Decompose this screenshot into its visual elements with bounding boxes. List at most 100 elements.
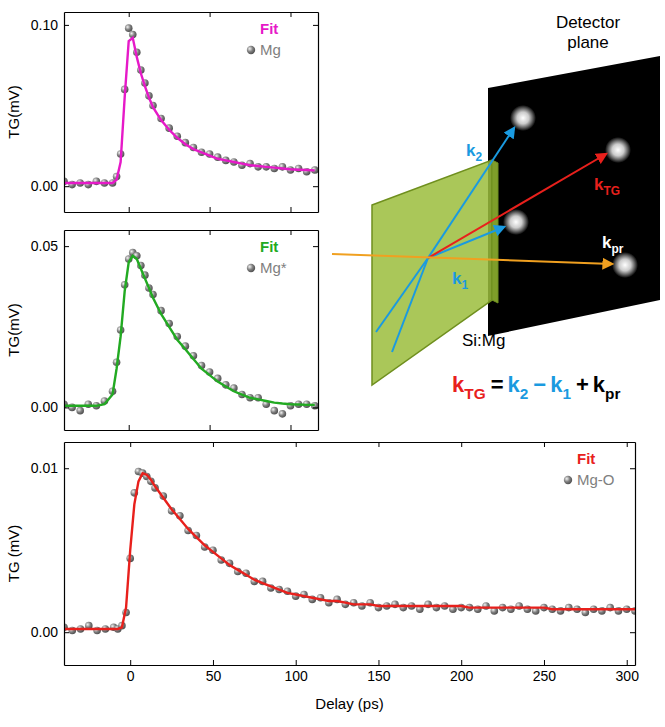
tick [296,442,297,447]
tick-mark [210,207,211,212]
sample-label: Si:Mg [462,331,505,350]
tick: 250 [533,660,557,684]
points [64,468,635,635]
detector-spot [605,137,631,163]
y-axis-right [313,231,319,431]
tick-mark [129,12,130,17]
points [64,249,318,418]
tick-mark [461,442,462,447]
tick [210,207,211,212]
x-axis [65,425,319,431]
axis-line [64,443,65,666]
legend-label: Fit [260,238,278,255]
tick-mark [290,230,291,235]
tick-mark [130,442,131,447]
detector-spot [510,105,536,131]
data-point [125,24,133,32]
tick [313,407,318,408]
tick: 0.10 [31,17,69,33]
legend-marker [247,46,255,54]
tick: 0.01 [31,460,69,476]
tick [313,25,318,26]
beam [392,258,428,352]
tick-label: 0.00 [31,399,58,415]
tick-mark [129,230,130,235]
fit-line [64,473,635,629]
label-sub: 2 [475,150,482,164]
fit-line [64,38,315,183]
y-axis-title: TG (mV) [5,525,22,583]
tick [627,442,628,447]
y-axis: 0.000.01 [31,443,69,666]
axis-line [65,212,319,213]
equation-sub: 2 [520,385,529,402]
tick [129,230,130,235]
detector-plane [488,56,660,336]
data-point [279,410,287,418]
equation-part: k [550,372,563,397]
legend-label: Fit [260,20,278,37]
y-axis-right [313,13,319,213]
beam-label: k2 [466,141,482,164]
equation-part: − [533,372,546,397]
tick-mark [544,442,545,447]
beam [376,258,428,332]
tick-mark [64,632,69,633]
tick-mark [630,632,635,633]
tick [210,12,211,17]
tick-mark [630,468,635,469]
x-axis-top [65,442,636,447]
tick-label: 0.00 [31,178,58,194]
equation-part: k [593,372,606,397]
tick-mark [213,442,214,447]
tick [129,425,130,430]
tick-mark [210,12,211,17]
tick: 200 [450,660,474,684]
tick [630,468,635,469]
tick-mark [313,407,318,408]
tick [313,186,318,187]
y-axis: 0.00 0.10 [31,13,69,213]
legend-label: Mg* [260,259,287,276]
tick: 0 [127,660,135,684]
data-point [271,407,279,415]
panel: 0.000.05TG(mV)FitMg* [5,230,319,431]
beam-label: kpr [602,233,624,256]
tick-mark [627,660,628,665]
tick [130,442,131,447]
tick-mark [378,660,379,665]
legend: Fit Mg-O [564,450,615,488]
legend-label: Mg-O [577,471,615,488]
beam [428,128,514,258]
axis-line [65,442,636,443]
x-axis: 050100150200250300 [65,660,640,684]
legend-marker [247,264,255,272]
tick [290,207,291,212]
tick [290,230,291,235]
panel: 0501001502002503000.000.01TG (mV)Delay (… [5,442,639,712]
equation: kTG=k2−k1+kpr [452,372,620,402]
tick-mark [296,660,297,665]
tick-mark [64,246,69,247]
axis-line [635,443,636,666]
tick [461,442,462,447]
plot-area [64,468,635,635]
tick-label: 150 [367,668,391,684]
equation-sub: pr [605,385,620,402]
tick [213,442,214,447]
legend: FitMg [247,20,281,58]
tick-mark [313,186,318,187]
label-sub: 1 [461,278,468,292]
axis-line [64,231,65,431]
legend-label: Fit [577,450,595,467]
tick-label: 250 [533,668,557,684]
diagram: k2kTGk1kprDetectorplaneSi:MgkTG=k2−k1+kp… [332,13,660,402]
tick-mark [313,25,318,26]
tick-label: 50 [206,668,222,684]
tick [544,442,545,447]
tick-mark [130,660,131,665]
tick-label: 0.01 [31,460,58,476]
fit-line [64,256,315,406]
tick-mark [129,207,130,212]
y-axis-title: TG(mV) [5,303,22,356]
